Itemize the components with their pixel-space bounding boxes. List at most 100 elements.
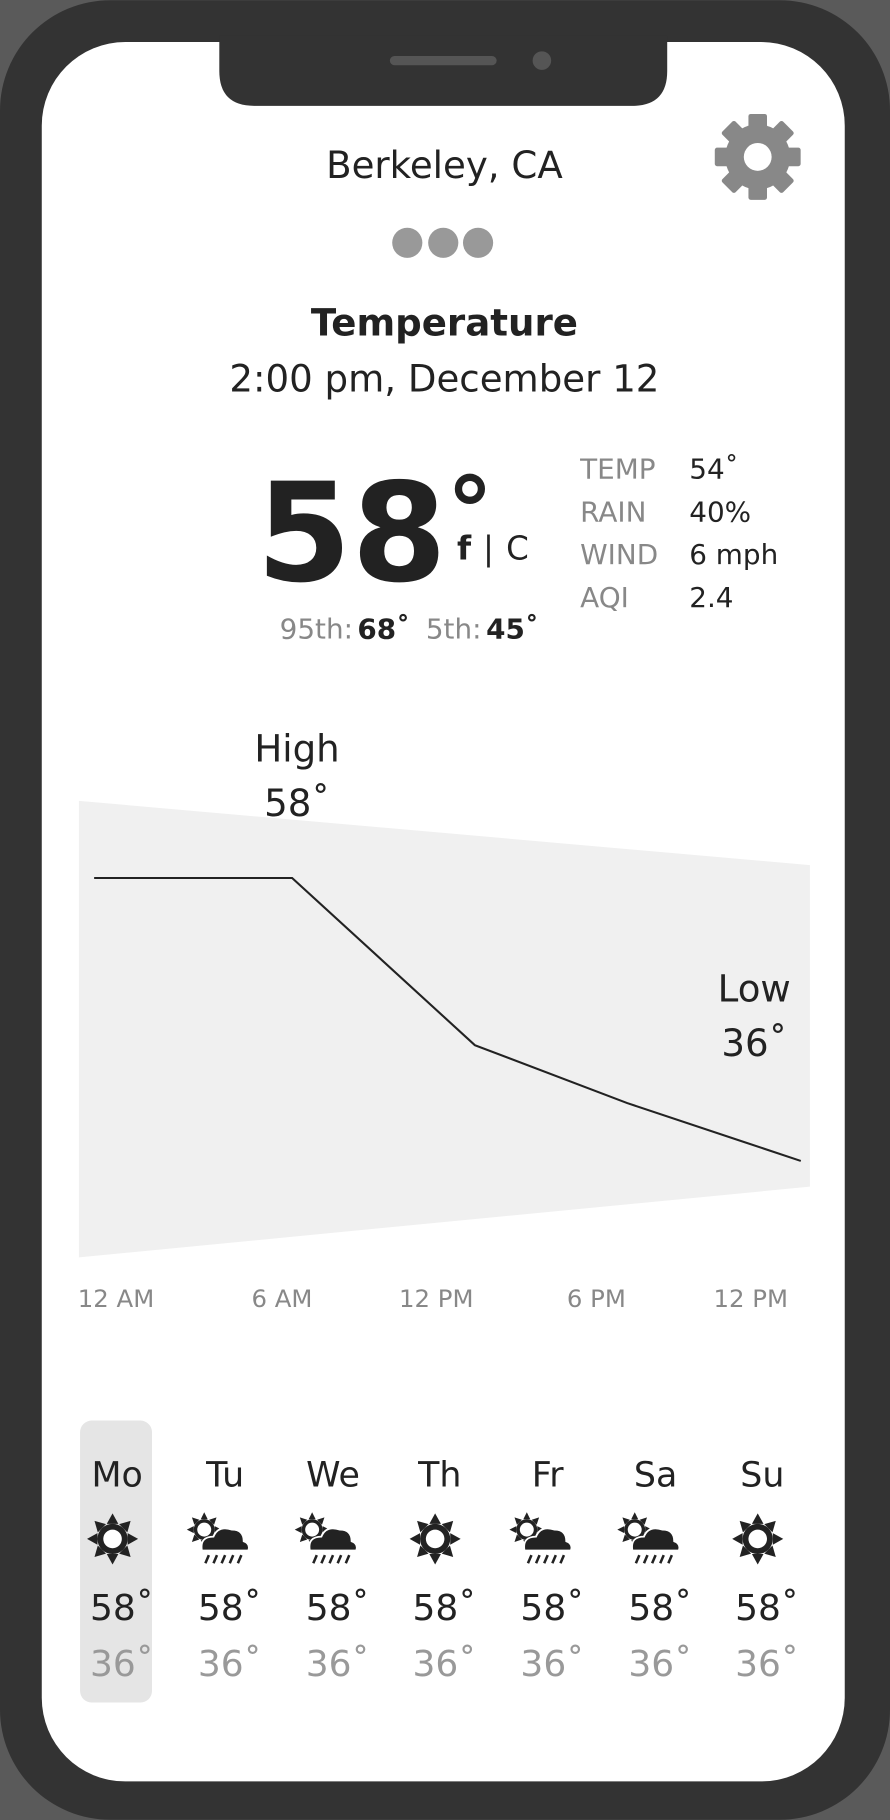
rain-drop bbox=[204, 1554, 211, 1564]
high-temp: 58˚ bbox=[413, 1588, 477, 1629]
stat-label: TEMP bbox=[579, 452, 655, 485]
rain-drop bbox=[551, 1554, 557, 1564]
sun-ray bbox=[417, 1545, 429, 1557]
x-axis-label: 6 AM bbox=[251, 1284, 312, 1313]
stat-value: 40% bbox=[689, 495, 751, 528]
sun-ray bbox=[523, 1512, 531, 1520]
unit-c[interactable]: C bbox=[506, 530, 529, 568]
low-temp: 36˚ bbox=[735, 1644, 799, 1685]
temperature-line bbox=[94, 876, 802, 1162]
sun-ray bbox=[631, 1512, 639, 1520]
day-label: We bbox=[306, 1456, 360, 1496]
sun-ray bbox=[739, 1520, 752, 1533]
weather-icon bbox=[409, 1513, 461, 1565]
rain-drop bbox=[543, 1554, 549, 1564]
stat-label: WIND bbox=[580, 538, 658, 571]
percentile-label: 5th: bbox=[426, 612, 482, 645]
unit-separator: | bbox=[483, 530, 494, 568]
sun-ray bbox=[739, 1545, 752, 1557]
low-temp: 36˚ bbox=[306, 1644, 370, 1685]
day-label: Tu bbox=[205, 1456, 244, 1496]
rain-drop bbox=[650, 1554, 657, 1564]
unit-f[interactable]: f bbox=[457, 530, 472, 568]
sun-ray bbox=[200, 1512, 208, 1520]
high-temp: 58˚ bbox=[306, 1588, 370, 1629]
rain-drop bbox=[526, 1554, 533, 1564]
rain-drop bbox=[659, 1554, 665, 1564]
rain-drop bbox=[344, 1554, 351, 1564]
sun-ray bbox=[764, 1520, 776, 1533]
weather-icon bbox=[294, 1512, 358, 1564]
cloud bbox=[523, 1527, 573, 1552]
sun-ray bbox=[106, 1513, 119, 1524]
stat-label: AQI bbox=[580, 581, 629, 614]
sun-center bbox=[425, 1529, 445, 1549]
sun-ray bbox=[94, 1520, 106, 1533]
day-label: Sa bbox=[634, 1456, 677, 1496]
day-label: Th bbox=[417, 1456, 461, 1496]
high-temp: 58˚ bbox=[628, 1588, 692, 1629]
day-label: Mo bbox=[92, 1456, 143, 1496]
forecast-day[interactable]: We 58˚ 36˚ bbox=[294, 1456, 370, 1685]
forecast-day[interactable]: Th 58˚ 36˚ bbox=[409, 1456, 477, 1685]
stat-label: RAIN bbox=[580, 495, 646, 528]
sun-ray bbox=[186, 1526, 194, 1534]
high-temp: 58˚ bbox=[520, 1588, 584, 1629]
weather-icon bbox=[87, 1513, 139, 1565]
annotation-value: 36˚ bbox=[721, 1022, 787, 1065]
x-axis-label: 6 PM bbox=[567, 1284, 626, 1313]
sun-center bbox=[748, 1529, 768, 1549]
notch bbox=[219, 35, 668, 106]
low-temp: 36˚ bbox=[520, 1644, 584, 1685]
day-label: Su bbox=[740, 1456, 784, 1496]
low-temp: 36˚ bbox=[198, 1644, 262, 1685]
percentile-value: 45˚ bbox=[486, 612, 539, 645]
sun-center bbox=[519, 1522, 534, 1537]
stats: TEMP 54˚ RAIN 40% WIND 6 mph AQI 2.4 bbox=[579, 452, 778, 614]
datetime: 2:00 pm, December 12 bbox=[229, 357, 659, 400]
sun-ray bbox=[87, 1533, 98, 1545]
low-temp: 36˚ bbox=[413, 1644, 477, 1685]
forecast-day[interactable]: Sa 58˚ 36˚ bbox=[617, 1456, 692, 1685]
stat-value: 6 mph bbox=[689, 538, 778, 571]
annotation-label: Low bbox=[718, 968, 791, 1011]
rain-drop bbox=[236, 1554, 243, 1564]
forecast: Mo 58˚ 36˚ Tu 58˚ 36˚ We 58˚ 36˚ Th 58˚ 36˚ Fr 58˚ 36˚… bbox=[80, 1420, 799, 1703]
rain-drop bbox=[667, 1554, 674, 1564]
x-axis-label: 12 AM bbox=[78, 1284, 154, 1313]
rain-drop bbox=[328, 1554, 335, 1564]
rain-drop bbox=[634, 1554, 641, 1564]
rain-drop bbox=[320, 1554, 327, 1564]
sun-ray bbox=[441, 1545, 454, 1557]
forecast-day[interactable]: Fr 58˚ 36˚ bbox=[509, 1456, 584, 1685]
sun-ray bbox=[617, 1526, 625, 1534]
low-temp: 36˚ bbox=[628, 1644, 692, 1685]
sun-ray bbox=[732, 1533, 743, 1545]
x-axis-label: 12 PM bbox=[714, 1284, 788, 1313]
rain-drop bbox=[212, 1554, 219, 1564]
forecast-day[interactable]: Su 58˚ 36˚ bbox=[732, 1456, 799, 1685]
high-temp: 58˚ bbox=[90, 1588, 154, 1629]
sun-ray bbox=[308, 1512, 316, 1520]
stat-value: 54˚ bbox=[689, 452, 738, 485]
sun-ray bbox=[764, 1545, 776, 1557]
degree: ° bbox=[447, 457, 493, 565]
settings-icon[interactable] bbox=[714, 113, 801, 200]
sun-center bbox=[103, 1529, 122, 1549]
forecast-day[interactable]: Tu 58˚ 36˚ bbox=[186, 1456, 262, 1685]
cloud bbox=[308, 1527, 358, 1552]
camera bbox=[532, 51, 552, 70]
stat-value: 2.4 bbox=[689, 581, 733, 614]
sun-center bbox=[305, 1522, 320, 1537]
sun-ray bbox=[409, 1533, 421, 1545]
rain-drop bbox=[534, 1554, 541, 1564]
page-dots[interactable] bbox=[392, 227, 494, 258]
location: Berkeley, CA bbox=[326, 144, 563, 187]
forecast-day[interactable]: Mo 58˚ 36˚ bbox=[80, 1420, 154, 1703]
sun-ray bbox=[772, 1533, 784, 1545]
title: Temperature bbox=[311, 302, 578, 345]
sun-ray bbox=[94, 1545, 106, 1557]
sun-ray bbox=[441, 1520, 454, 1533]
sun-ray bbox=[450, 1533, 461, 1545]
annotation-value: 58˚ bbox=[264, 782, 330, 825]
